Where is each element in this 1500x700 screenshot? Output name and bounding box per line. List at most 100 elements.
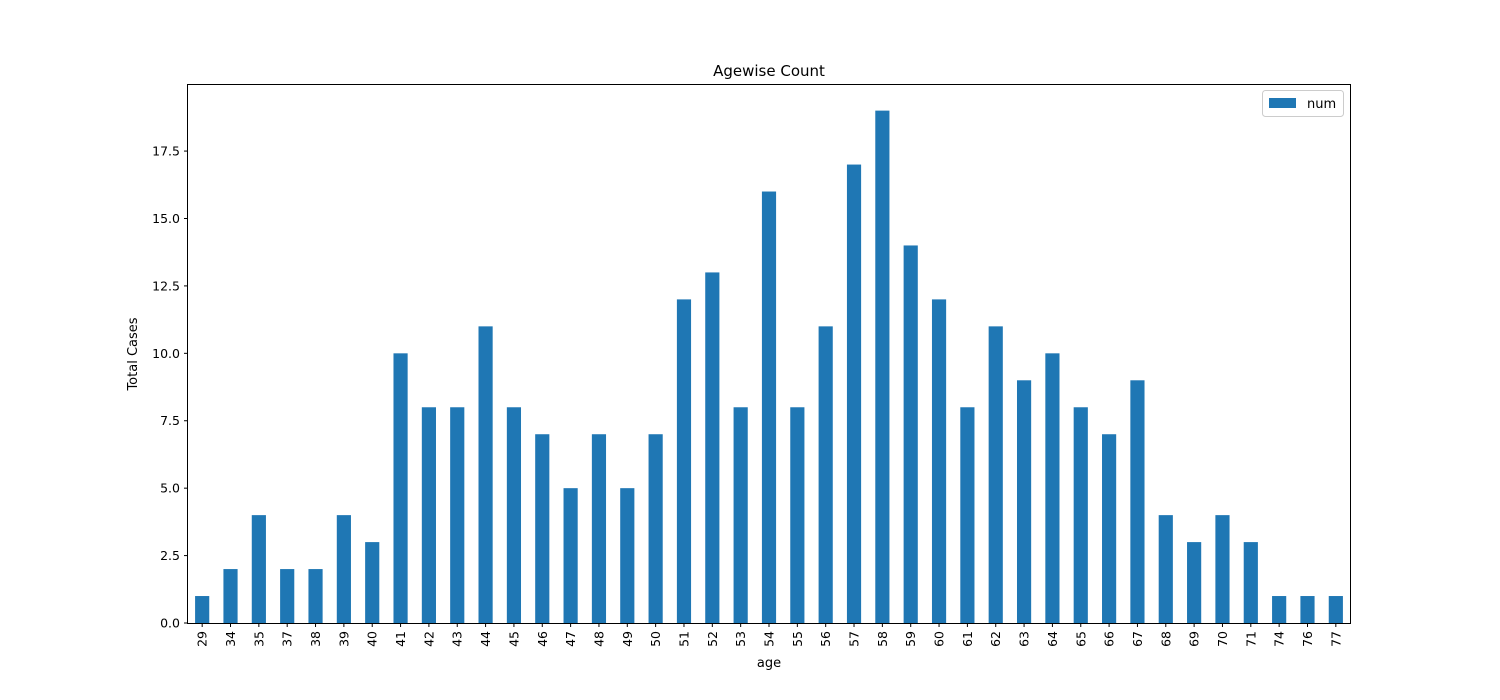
bar-40 — [365, 542, 380, 623]
x-tick-label: 71 — [1243, 631, 1258, 647]
y-tick-label: 7.5 — [160, 413, 180, 428]
bar-65 — [1073, 407, 1088, 623]
bar-35 — [251, 515, 266, 623]
bar-47 — [563, 488, 578, 623]
bar-52 — [705, 272, 720, 623]
x-tick-label: 38 — [308, 631, 323, 647]
x-tick-label: 55 — [790, 631, 805, 647]
bars-group — [195, 110, 1343, 624]
y-tick-label: 12.5 — [152, 278, 180, 293]
bar-60 — [931, 299, 947, 623]
plot-frame — [187, 84, 1351, 624]
bar-41 — [393, 353, 408, 623]
y-axis-label: Total Cases — [126, 317, 141, 391]
bar-44 — [478, 326, 493, 623]
x-tick-label: 29 — [195, 631, 210, 647]
x-tick-label: 39 — [336, 631, 351, 647]
y-tick-label: 17.5 — [152, 144, 180, 159]
y-tick-label: 0.0 — [160, 616, 180, 631]
bar-61 — [960, 407, 975, 623]
legend-box — [1262, 90, 1344, 117]
x-tick-label: 69 — [1187, 631, 1202, 647]
bar-70 — [1215, 515, 1230, 623]
bar-57 — [846, 164, 862, 623]
y-tick-label: 5.0 — [160, 481, 180, 496]
x-tick-label: 77 — [1328, 631, 1343, 647]
bar-68 — [1158, 515, 1173, 623]
bar-46 — [535, 434, 550, 623]
x-tick-label: 53 — [733, 631, 748, 647]
x-tick-label: 49 — [620, 631, 635, 647]
x-tick-label: 41 — [393, 631, 408, 647]
x-tick-label: 65 — [1073, 631, 1088, 647]
bar-77 — [1328, 596, 1343, 623]
x-tick-label: 64 — [1045, 631, 1060, 647]
bar-39 — [336, 515, 351, 623]
bar-59 — [903, 245, 918, 623]
y-axis-ticks: 0.0 2.5 5.0 7.5 10.0 12.5 15.0 17.5 — [152, 144, 188, 631]
bar-64 — [1045, 353, 1060, 623]
y-tick-label: 2.5 — [160, 548, 180, 563]
legend: num — [1262, 90, 1344, 117]
bar-54 — [761, 191, 777, 623]
x-tick-label: 76 — [1300, 631, 1315, 647]
x-tick-label: 52 — [705, 631, 720, 647]
bar-55 — [790, 407, 805, 623]
bar-67 — [1130, 380, 1145, 623]
bar-74 — [1272, 596, 1287, 623]
x-tick-label: 37 — [280, 631, 295, 647]
x-tick-label: 66 — [1102, 631, 1117, 647]
chart-title: Agewise Count — [713, 62, 825, 80]
x-axis-ticks: 29 34 35 37 38 39 40 41 42 43 44 45 46 47 48 49 50 51 52 53… — [195, 623, 1343, 647]
bar-69 — [1187, 542, 1202, 623]
x-tick-label: 54 — [762, 631, 777, 647]
bar-51 — [676, 299, 692, 623]
bar-58 — [875, 110, 890, 624]
x-axis-label: age — [757, 656, 781, 671]
x-tick-label: 40 — [365, 631, 380, 647]
x-tick-label: 68 — [1158, 631, 1173, 647]
bar-76 — [1300, 596, 1315, 623]
y-tick-label: 15.0 — [152, 211, 180, 226]
x-tick-label: 50 — [648, 631, 663, 647]
bar-62 — [988, 326, 1003, 623]
legend-label: num — [1307, 97, 1336, 112]
bar-63 — [1016, 380, 1032, 623]
bar-50 — [648, 434, 663, 623]
x-tick-label: 35 — [251, 631, 266, 647]
x-tick-label: 42 — [421, 631, 436, 647]
bar-38 — [308, 569, 323, 623]
bar-42 — [421, 407, 436, 623]
bar-56 — [818, 326, 833, 623]
x-tick-label: 58 — [875, 631, 890, 647]
x-tick-label: 63 — [1017, 631, 1032, 647]
bar-37 — [280, 569, 295, 623]
bar-43 — [450, 407, 465, 623]
x-tick-label: 47 — [563, 631, 578, 647]
x-tick-label: 46 — [535, 631, 550, 647]
x-tick-label: 43 — [450, 631, 465, 647]
x-tick-label: 45 — [506, 631, 521, 647]
bar-48 — [591, 434, 607, 623]
bar-29 — [195, 596, 210, 623]
legend-swatch — [1269, 98, 1296, 108]
y-tick-label: 10.0 — [152, 346, 180, 361]
x-tick-label: 74 — [1272, 631, 1287, 647]
x-tick-label: 60 — [932, 631, 947, 647]
x-tick-label: 62 — [988, 631, 1003, 647]
x-tick-label: 51 — [676, 631, 691, 647]
bar-34 — [223, 569, 238, 623]
x-tick-label: 61 — [960, 631, 975, 647]
bar-49 — [620, 488, 635, 623]
x-tick-label: 59 — [903, 631, 918, 647]
x-tick-label: 48 — [591, 631, 606, 647]
x-tick-label: 44 — [478, 631, 493, 647]
bar-53 — [733, 407, 748, 623]
bar-66 — [1102, 434, 1117, 623]
x-tick-label: 67 — [1130, 631, 1145, 647]
x-tick-label: 34 — [223, 631, 238, 647]
bar-71 — [1243, 542, 1258, 623]
x-tick-label: 57 — [847, 631, 862, 647]
